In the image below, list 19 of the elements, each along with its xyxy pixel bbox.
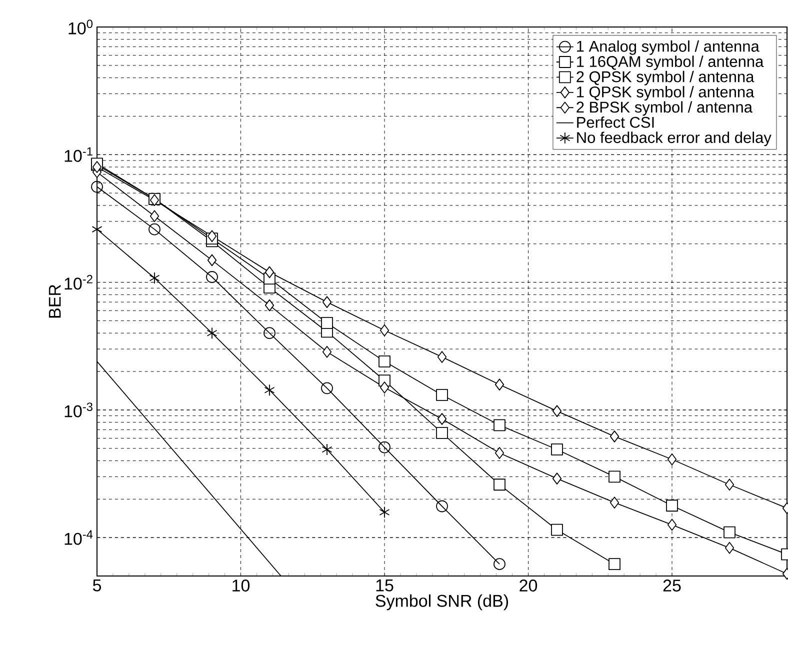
x-tick-label: 20 bbox=[520, 580, 538, 592]
legend-label: 2 QPSK symbol / antenna bbox=[576, 70, 754, 86]
y-tick-label: 10$^{-2}$ bbox=[64, 274, 92, 290]
legend-label: 1 QPSK symbol / antenna bbox=[577, 86, 754, 101]
y-tick-label: 10$^{-1}$ bbox=[64, 147, 92, 162]
legend-label: Perfect CSI bbox=[577, 116, 654, 128]
y-tick-label: 10$^{-4}$ bbox=[64, 530, 93, 545]
legend-label: 1 16QAM symbol / antenna bbox=[577, 56, 764, 70]
y-tick-label: 10$^{0}$ bbox=[68, 20, 93, 34]
legend-label: 1 Analog symbol / antenna bbox=[577, 40, 760, 55]
y-tick-label: 10$^{-3}$ bbox=[64, 402, 92, 418]
y-axis-title: BER bbox=[48, 284, 61, 318]
legend-label: 2 BPSK symbol / antenna bbox=[576, 101, 752, 116]
x-tick-label: 25 bbox=[663, 580, 681, 592]
x-axis-title: Symbol SNR (dB) bbox=[376, 594, 508, 610]
x-tick-label: 10 bbox=[232, 580, 250, 592]
x-tick-label: 15 bbox=[376, 580, 394, 592]
x-tick-label: 5 bbox=[92, 580, 102, 592]
legend-label: No feedback error and delay bbox=[577, 132, 772, 146]
